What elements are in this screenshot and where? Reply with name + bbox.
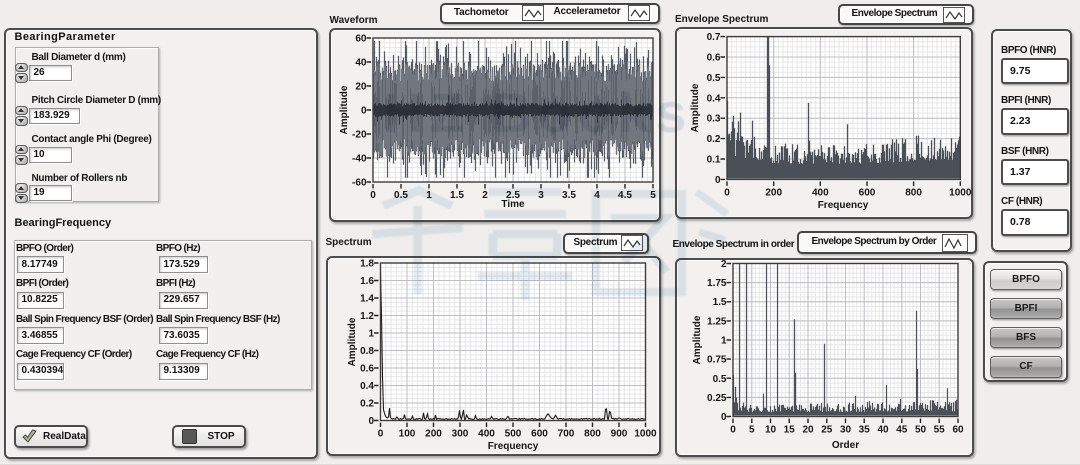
svg-text:0: 0 [378, 429, 384, 440]
svg-text:15: 15 [784, 425, 796, 436]
svg-text:400: 400 [812, 187, 829, 198]
svg-text:0.5: 0.5 [707, 73, 721, 84]
svg-text:0.75: 0.75 [707, 355, 727, 366]
svg-text:-40: -40 [352, 154, 367, 165]
svg-text:1.5: 1.5 [450, 190, 464, 201]
svg-text:0.2: 0.2 [360, 399, 374, 410]
svg-text:1.8: 1.8 [360, 259, 374, 270]
svg-text:500: 500 [505, 429, 522, 440]
svg-text:600: 600 [859, 187, 876, 198]
svg-text:2: 2 [721, 259, 727, 270]
svg-text:50: 50 [915, 425, 927, 436]
svg-text:20: 20 [802, 425, 814, 436]
svg-text:5: 5 [749, 425, 755, 436]
svg-text:35: 35 [859, 425, 871, 436]
svg-text:0: 0 [724, 187, 730, 198]
svg-text:30: 30 [840, 425, 852, 436]
svg-text:1000: 1000 [949, 187, 972, 198]
svg-text:0.5: 0.5 [394, 190, 408, 201]
svg-text:0: 0 [368, 416, 374, 427]
svg-text:300: 300 [452, 429, 469, 440]
svg-text:45: 45 [896, 425, 908, 436]
svg-text:4.5: 4.5 [618, 190, 632, 201]
svg-text:10: 10 [765, 425, 777, 436]
svg-text:5: 5 [650, 190, 656, 201]
svg-text:Frequency: Frequency [818, 200, 869, 211]
svg-text:-20: -20 [352, 130, 367, 141]
svg-text:25: 25 [821, 425, 833, 436]
svg-text:0: 0 [370, 190, 376, 201]
svg-text:Amplitude: Amplitude [339, 85, 350, 134]
svg-text:3.5: 3.5 [562, 190, 576, 201]
svg-text:0: 0 [715, 175, 721, 186]
svg-text:Amplitude: Amplitude [692, 315, 703, 364]
svg-text:1.5: 1.5 [713, 297, 727, 308]
svg-text:20: 20 [355, 82, 367, 93]
svg-text:0.6: 0.6 [360, 364, 374, 375]
svg-text:1.75: 1.75 [707, 278, 727, 289]
svg-text:40: 40 [355, 58, 367, 69]
svg-text:60: 60 [952, 425, 964, 436]
svg-text:1.4: 1.4 [360, 294, 374, 305]
svg-text:Amplitude: Amplitude [347, 317, 358, 366]
svg-text:1: 1 [368, 329, 374, 340]
svg-text:0: 0 [730, 425, 736, 436]
svg-text:200: 200 [765, 187, 782, 198]
svg-text:Time: Time [501, 199, 525, 210]
svg-text:900: 900 [611, 429, 628, 440]
svg-text:Order: Order [832, 440, 859, 451]
svg-text:0.4: 0.4 [707, 93, 721, 104]
svg-text:3: 3 [538, 190, 544, 201]
svg-text:0.1: 0.1 [707, 155, 721, 166]
svg-text:4: 4 [594, 190, 600, 201]
svg-text:1000: 1000 [634, 429, 657, 440]
svg-text:700: 700 [558, 429, 575, 440]
svg-text:-60: -60 [352, 178, 367, 189]
svg-text:60: 60 [355, 34, 367, 45]
svg-text:40: 40 [877, 425, 889, 436]
svg-text:1.2: 1.2 [360, 311, 374, 322]
svg-text:100: 100 [399, 429, 416, 440]
svg-text:0: 0 [361, 106, 367, 117]
svg-text:0.8: 0.8 [360, 346, 374, 357]
svg-text:200: 200 [425, 429, 442, 440]
svg-text:0.3: 0.3 [707, 114, 721, 125]
svg-text:0.4: 0.4 [360, 381, 374, 392]
svg-text:2: 2 [482, 190, 488, 201]
svg-text:600: 600 [531, 429, 548, 440]
svg-text:1: 1 [721, 336, 727, 347]
svg-text:55: 55 [934, 425, 946, 436]
svg-text:800: 800 [584, 429, 601, 440]
svg-text:1: 1 [426, 190, 432, 201]
svg-text:0.25: 0.25 [707, 393, 727, 404]
svg-text:0.2: 0.2 [707, 134, 721, 145]
svg-text:0.7: 0.7 [707, 32, 721, 43]
svg-text:0.6: 0.6 [707, 53, 721, 64]
svg-text:1.6: 1.6 [360, 276, 374, 287]
svg-text:1.25: 1.25 [707, 316, 727, 327]
svg-text:800: 800 [905, 187, 922, 198]
svg-text:Amplitude: Amplitude [690, 83, 701, 132]
svg-text:Frequency: Frequency [488, 441, 539, 452]
svg-text:0.5: 0.5 [713, 374, 727, 385]
svg-text:400: 400 [478, 429, 495, 440]
svg-text:0: 0 [721, 412, 727, 423]
